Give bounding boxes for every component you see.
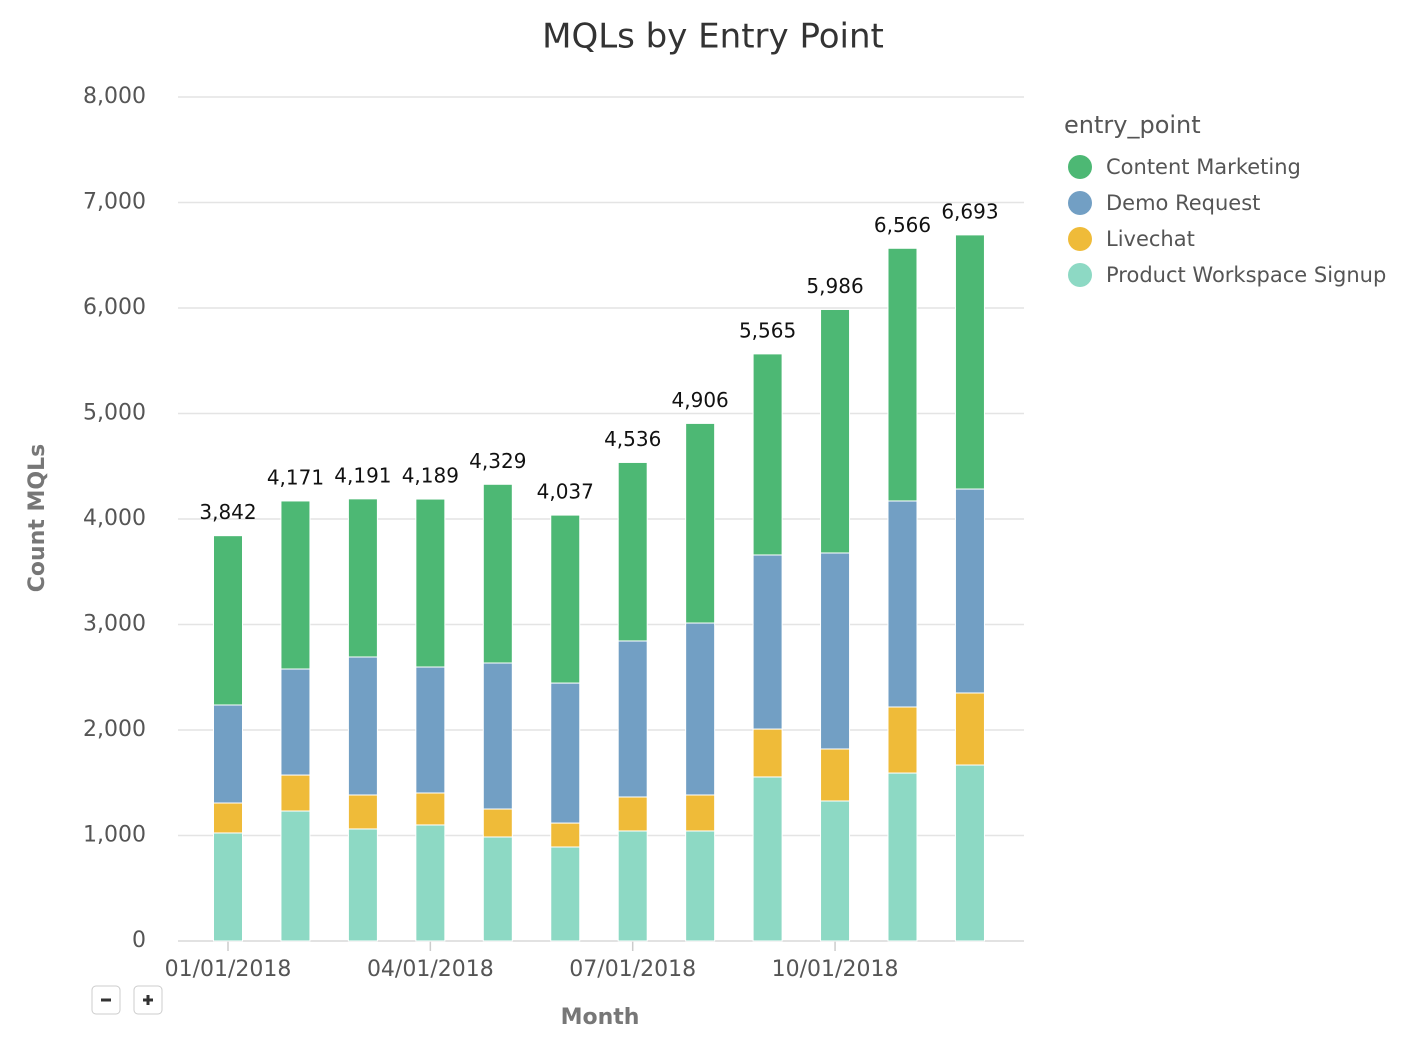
bar-segment xyxy=(482,808,513,838)
zoom-in-button[interactable] xyxy=(133,985,163,1015)
x-tick-label: 01/01/2018 xyxy=(165,957,292,982)
legend-label: Product Workspace Signup xyxy=(1106,263,1386,287)
bar-segment xyxy=(820,748,851,802)
bar-segment xyxy=(213,704,243,804)
legend-title: entry_point xyxy=(1064,111,1201,139)
bar-segment xyxy=(887,706,918,774)
bar-segment xyxy=(954,234,985,490)
bar-segment xyxy=(550,846,581,942)
legend-label: Livechat xyxy=(1106,227,1195,251)
bar-segment xyxy=(820,800,851,942)
bar-segment xyxy=(887,772,918,942)
x-tick-label: 10/01/2018 xyxy=(772,957,899,982)
y-tick-label: 4,000 xyxy=(83,506,146,531)
total-label: 4,191 xyxy=(334,463,391,487)
total-label: 4,329 xyxy=(469,449,526,473)
bar-segment xyxy=(482,483,513,664)
total-label: 4,906 xyxy=(672,388,729,412)
bar-segment xyxy=(280,810,311,942)
total-label: 6,693 xyxy=(941,199,998,223)
bar-segment xyxy=(685,422,716,624)
bar-segment xyxy=(482,662,513,810)
bar-segment xyxy=(954,488,985,694)
x-tick-label: 04/01/2018 xyxy=(367,957,494,982)
y-tick-label: 0 xyxy=(132,928,146,953)
bar-segment xyxy=(685,794,716,832)
bar-segment xyxy=(213,832,243,942)
bar-segment xyxy=(347,498,378,658)
bar-segment xyxy=(617,796,648,832)
bar-segment xyxy=(685,622,716,796)
y-tick-label: 8,000 xyxy=(83,84,146,109)
legend-label: Content Marketing xyxy=(1106,155,1301,179)
bar-segment xyxy=(685,830,716,942)
total-label: 4,536 xyxy=(604,427,661,451)
bar-segment xyxy=(617,830,648,942)
bar-segment xyxy=(347,828,378,942)
bar-segment xyxy=(752,728,783,778)
y-tick-label: 7,000 xyxy=(83,190,146,215)
chart-title: MQLs by Entry Point xyxy=(542,17,884,57)
x-tick-label: 07/01/2018 xyxy=(569,957,696,982)
bar-segment xyxy=(347,656,378,796)
total-label: 4,189 xyxy=(402,464,459,488)
bar-segment xyxy=(415,824,446,942)
bar-segment xyxy=(482,836,513,942)
y-tick-label: 1,000 xyxy=(83,823,146,848)
legend-swatch xyxy=(1068,155,1092,179)
legend-label: Demo Request xyxy=(1106,191,1260,215)
bar-segment xyxy=(550,514,581,684)
bar-segment xyxy=(550,682,581,824)
bar-segment xyxy=(213,535,243,706)
bar-segment xyxy=(550,822,581,848)
zoom-out-button[interactable] xyxy=(91,985,121,1015)
bar-segment xyxy=(280,668,311,776)
bar-segment xyxy=(415,792,446,826)
y-tick-label: 5,000 xyxy=(83,401,146,426)
bar-segment xyxy=(415,498,446,668)
bar-segment xyxy=(752,554,783,730)
bar-segment xyxy=(954,764,985,942)
total-label: 4,171 xyxy=(267,465,324,489)
total-label: 6,566 xyxy=(874,213,931,237)
y-tick-label: 6,000 xyxy=(83,295,146,320)
x-axis-label: Month xyxy=(561,1005,640,1030)
bar-segment xyxy=(820,308,851,554)
bar-segment xyxy=(617,461,648,642)
bar-segment xyxy=(280,774,311,812)
legend-swatch xyxy=(1068,191,1092,215)
bar-segment xyxy=(954,692,985,766)
legend-swatch xyxy=(1068,263,1092,287)
total-label: 4,037 xyxy=(537,480,594,504)
bar-segment xyxy=(617,640,648,798)
y-axis-label: Count MQLs xyxy=(25,444,50,592)
bar-segment xyxy=(887,247,918,502)
bar-segment xyxy=(213,802,243,834)
y-tick-label: 3,000 xyxy=(83,612,146,637)
bar-segment xyxy=(347,794,378,830)
total-label: 5,565 xyxy=(739,318,796,342)
bar-segment xyxy=(820,552,851,750)
bar-segment xyxy=(887,500,918,708)
total-label: 3,842 xyxy=(199,500,256,524)
legend-swatch xyxy=(1068,227,1092,251)
bar-segment xyxy=(415,666,446,794)
bar-segment xyxy=(752,353,783,556)
y-tick-label: 2,000 xyxy=(83,717,146,742)
bar-segment xyxy=(752,776,783,942)
total-label: 5,986 xyxy=(806,274,863,298)
bar-segment xyxy=(280,500,311,670)
